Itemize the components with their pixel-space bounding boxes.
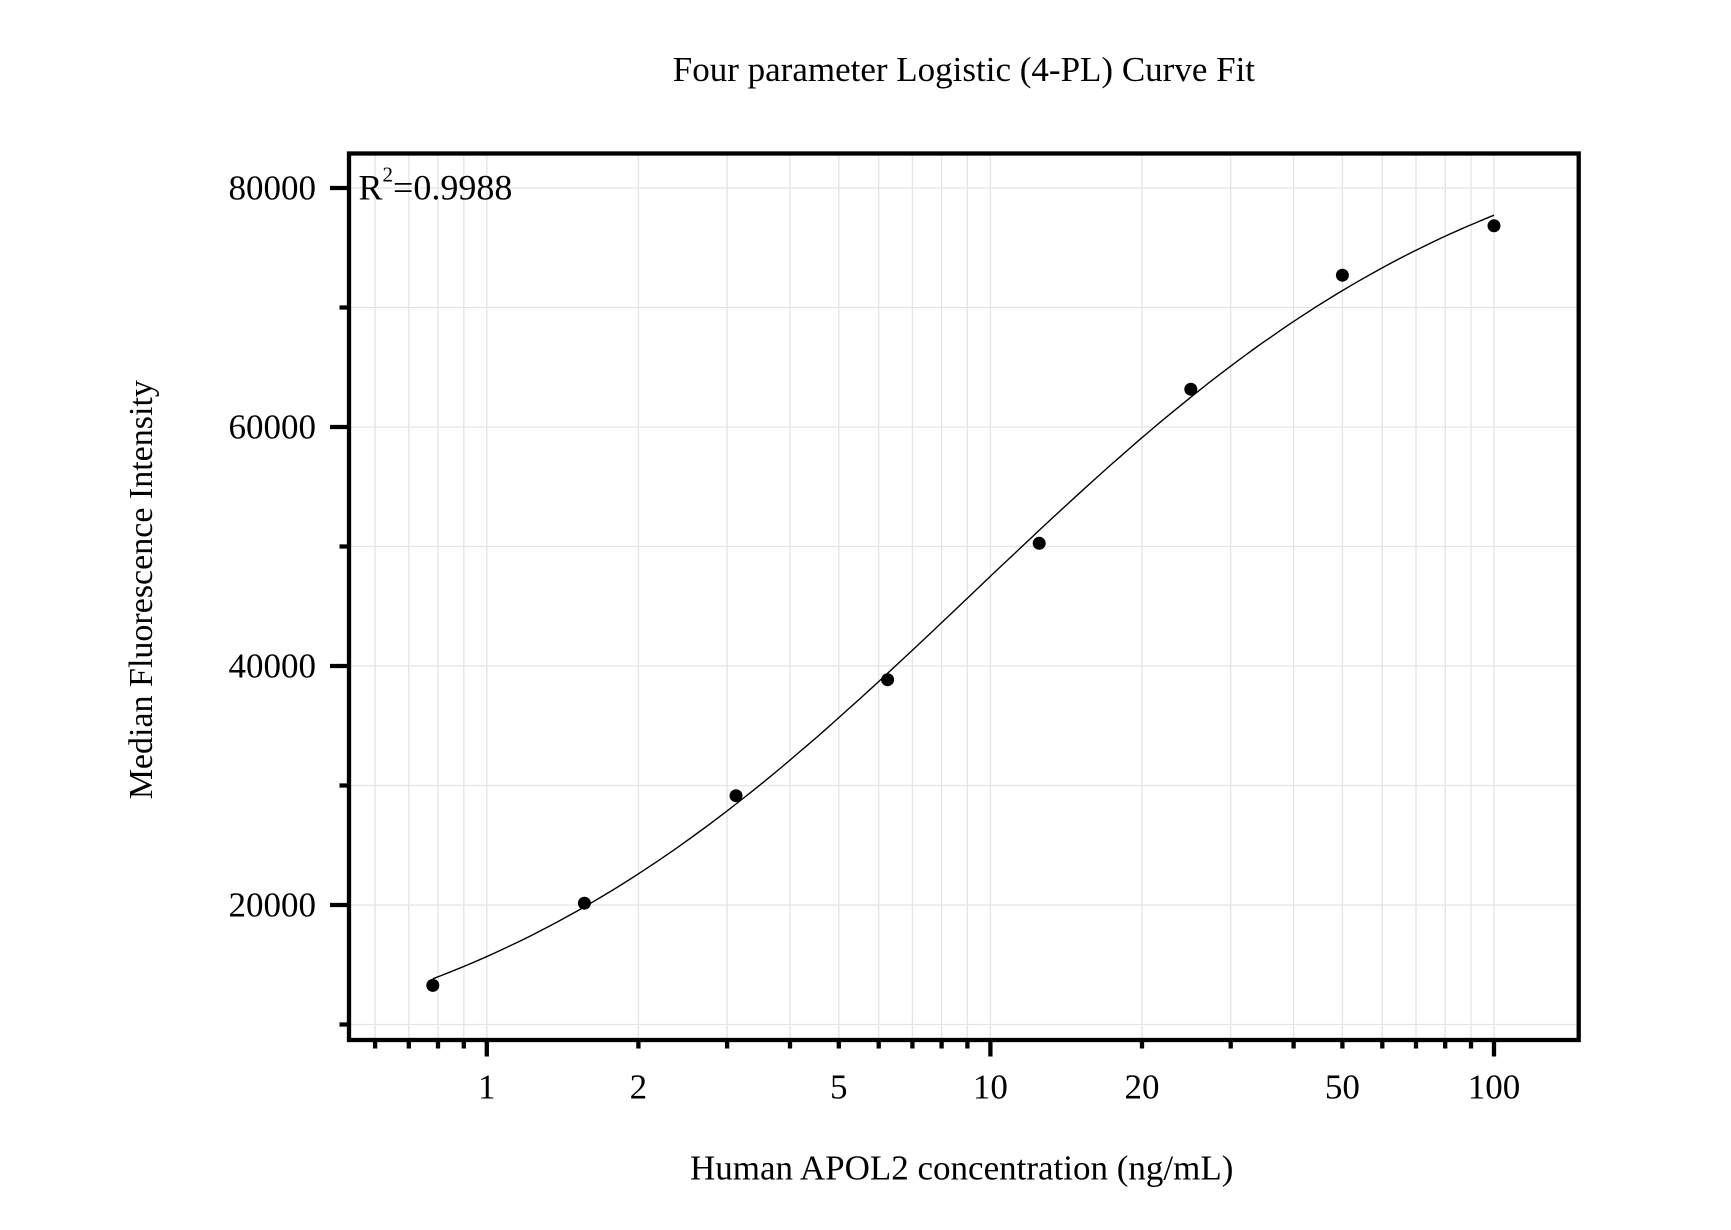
svg-text:2: 2 [630,1068,648,1107]
svg-text:50: 50 [1325,1068,1360,1107]
svg-text:Median Fluorescence Intensity: Median Fluorescence Intensity [123,380,160,799]
svg-text:5: 5 [830,1068,848,1107]
svg-text:1: 1 [478,1068,496,1107]
svg-text:Human APOL2 concentration (ng/: Human APOL2 concentration (ng/mL) [690,1149,1233,1188]
svg-text:80000: 80000 [229,169,317,208]
svg-text:10: 10 [973,1068,1008,1107]
svg-text:100: 100 [1468,1068,1521,1107]
svg-text:Four parameter Logistic (4-PL): Four parameter Logistic (4-PL) Curve Fit [673,50,1256,89]
svg-text:60000: 60000 [229,408,317,447]
svg-text:40000: 40000 [229,647,317,686]
svg-text:20: 20 [1125,1068,1160,1107]
svg-text:R2=0.9988: R2=0.9988 [359,163,513,208]
svg-text:20000: 20000 [229,886,317,925]
